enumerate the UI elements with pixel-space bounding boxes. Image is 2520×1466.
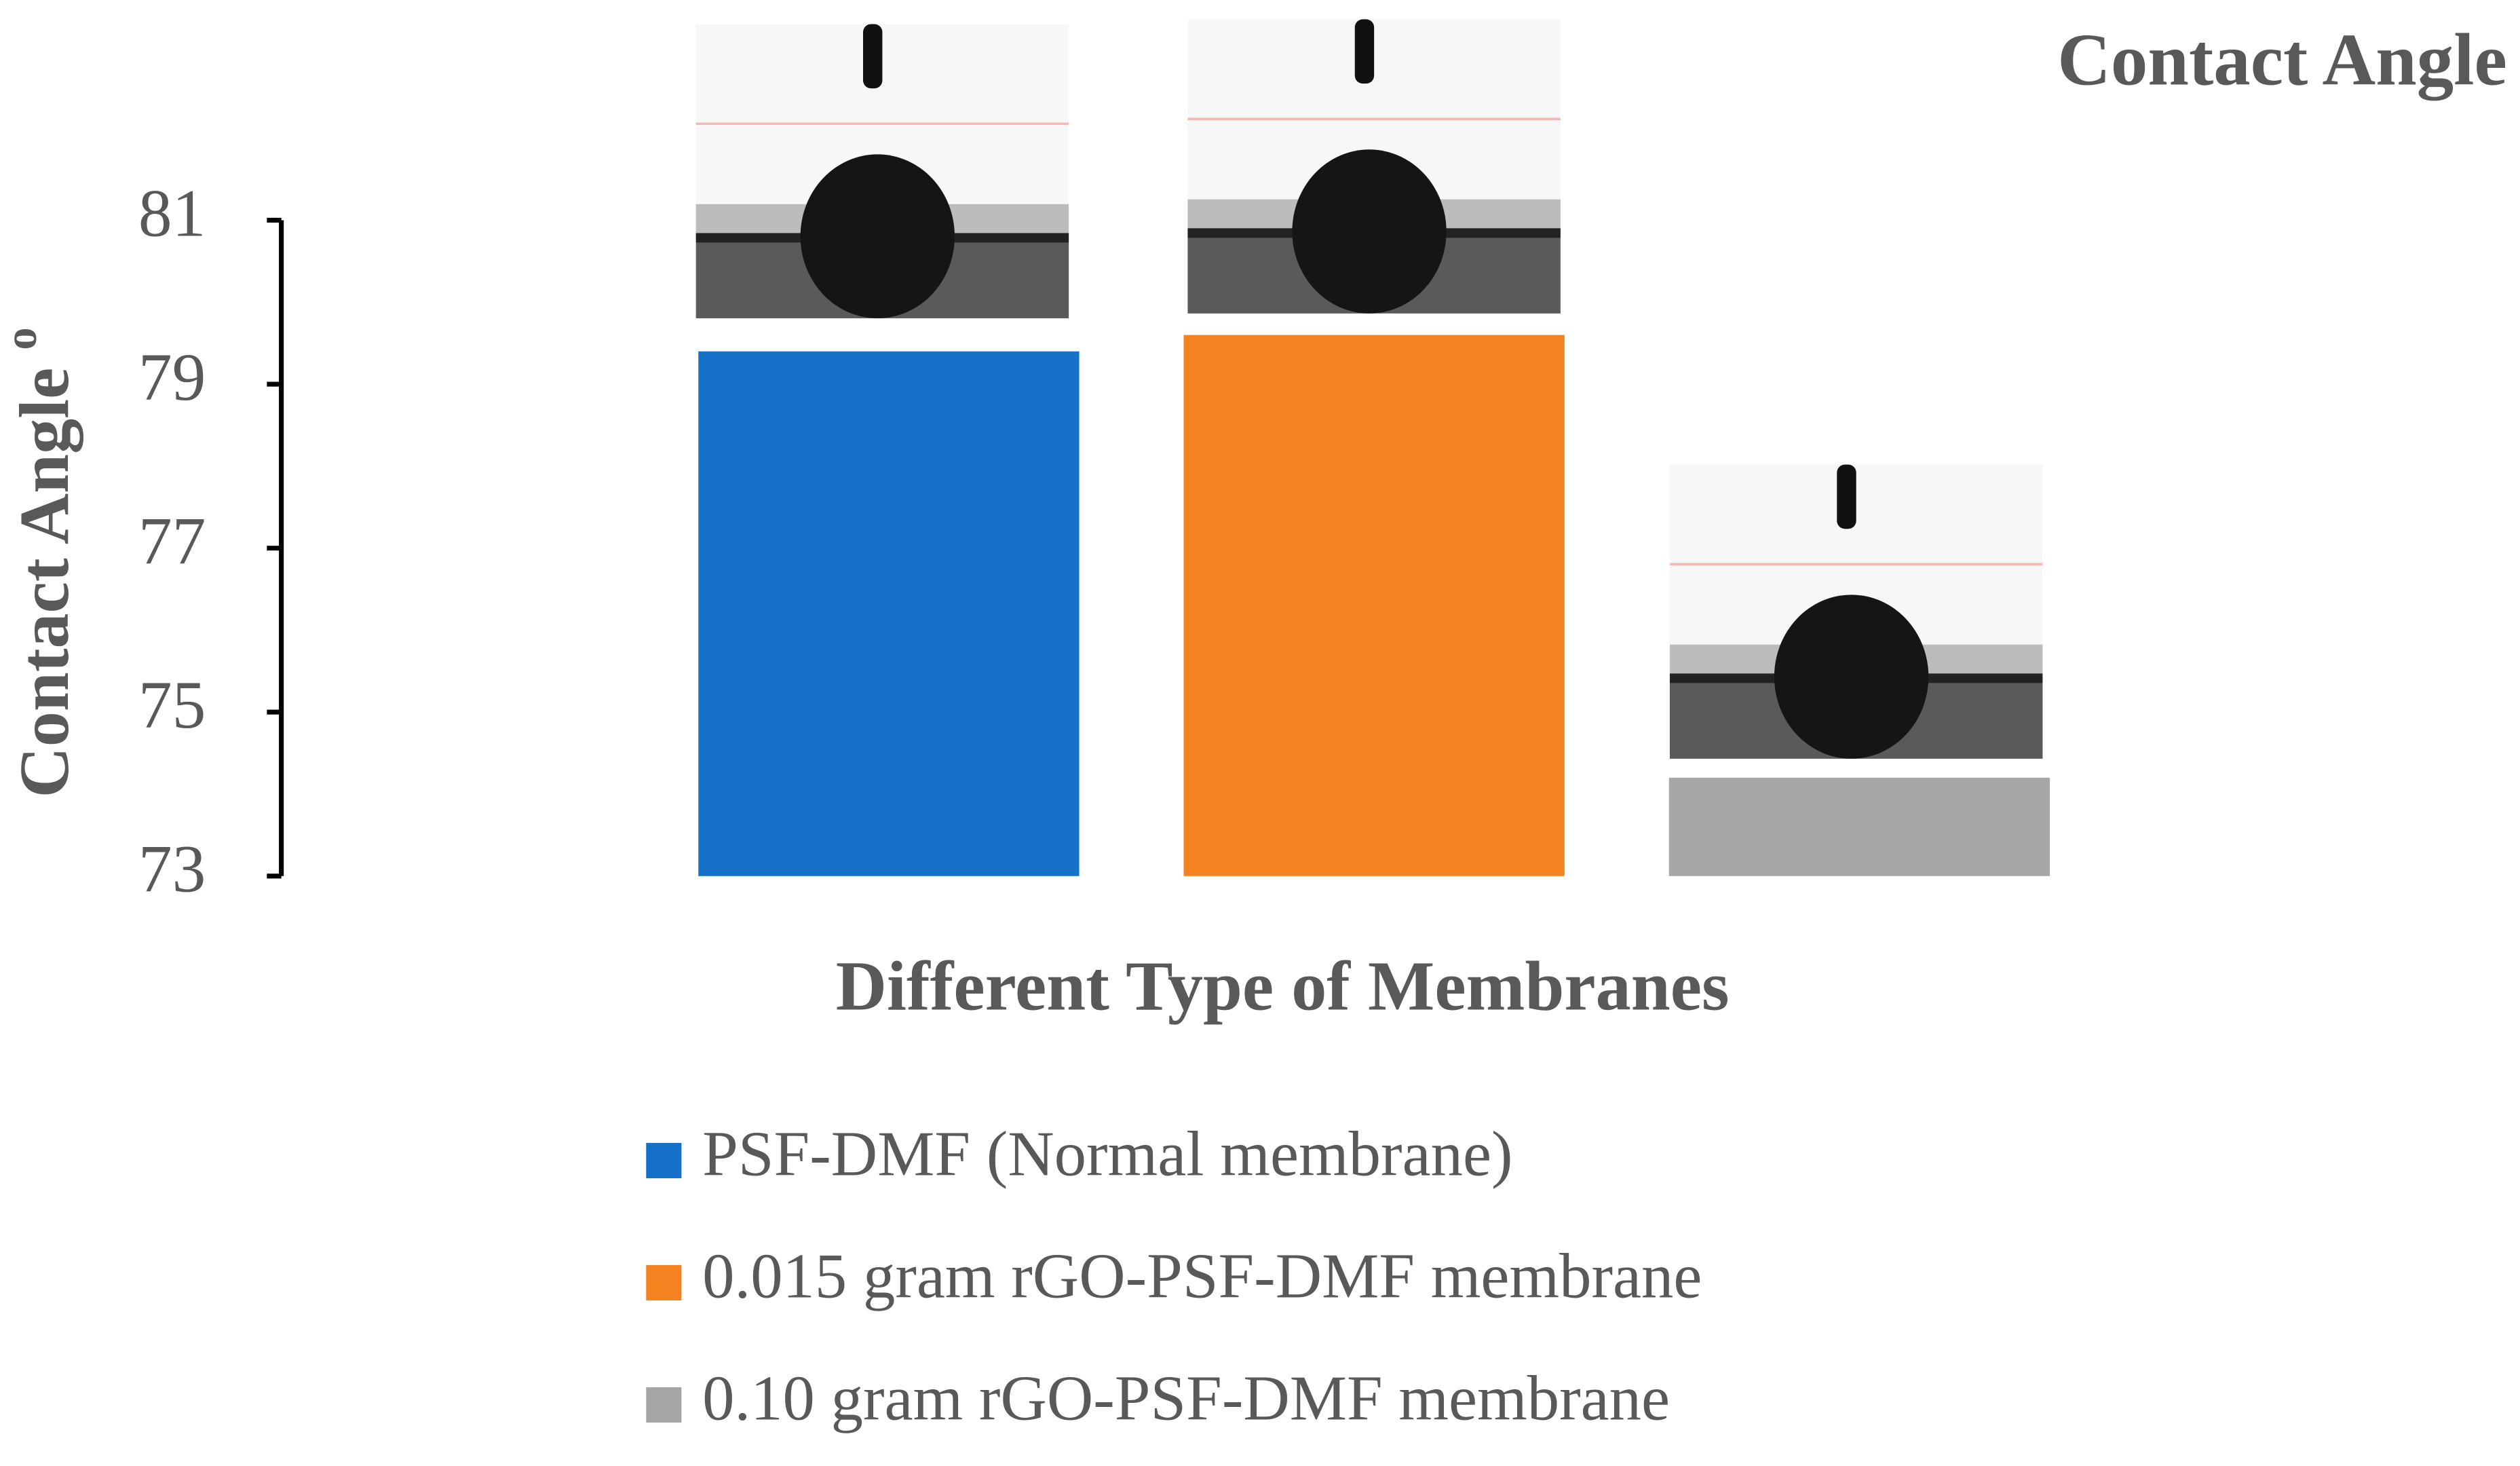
legend-label: 0.10 gram rGO-PSF-DMF membrane — [702, 1364, 1670, 1434]
y-tick-label: 81 — [138, 175, 206, 250]
y-axis-unit: o — [0, 327, 46, 350]
bar — [1183, 335, 1565, 876]
bar — [1668, 777, 2050, 876]
droplet-photo — [1186, 18, 1562, 315]
legend-swatch — [646, 1264, 682, 1301]
y-tick-label: 75 — [138, 667, 206, 743]
legend-label: PSF-DMF (Normal membrane) — [702, 1119, 1512, 1190]
y-axis-label: Contact Angle o — [0, 327, 83, 797]
y-tick-label: 73 — [138, 831, 206, 907]
droplet-photo — [694, 22, 1070, 320]
y-axis-label-text: Contact Angle — [5, 350, 83, 798]
droplet-photo — [1668, 463, 2044, 760]
bar — [698, 351, 1080, 876]
chart-title: Contact Angle — [2057, 18, 2507, 100]
legend-swatch — [646, 1142, 682, 1179]
y-tick-label: 79 — [138, 339, 206, 415]
legend-label: 0.015 gram rGO-PSF-DMF membrane — [702, 1241, 1702, 1312]
legend-swatch — [646, 1387, 682, 1423]
y-tick-label: 77 — [138, 503, 206, 578]
x-axis-label: Different Type of Membranes — [836, 947, 1730, 1026]
